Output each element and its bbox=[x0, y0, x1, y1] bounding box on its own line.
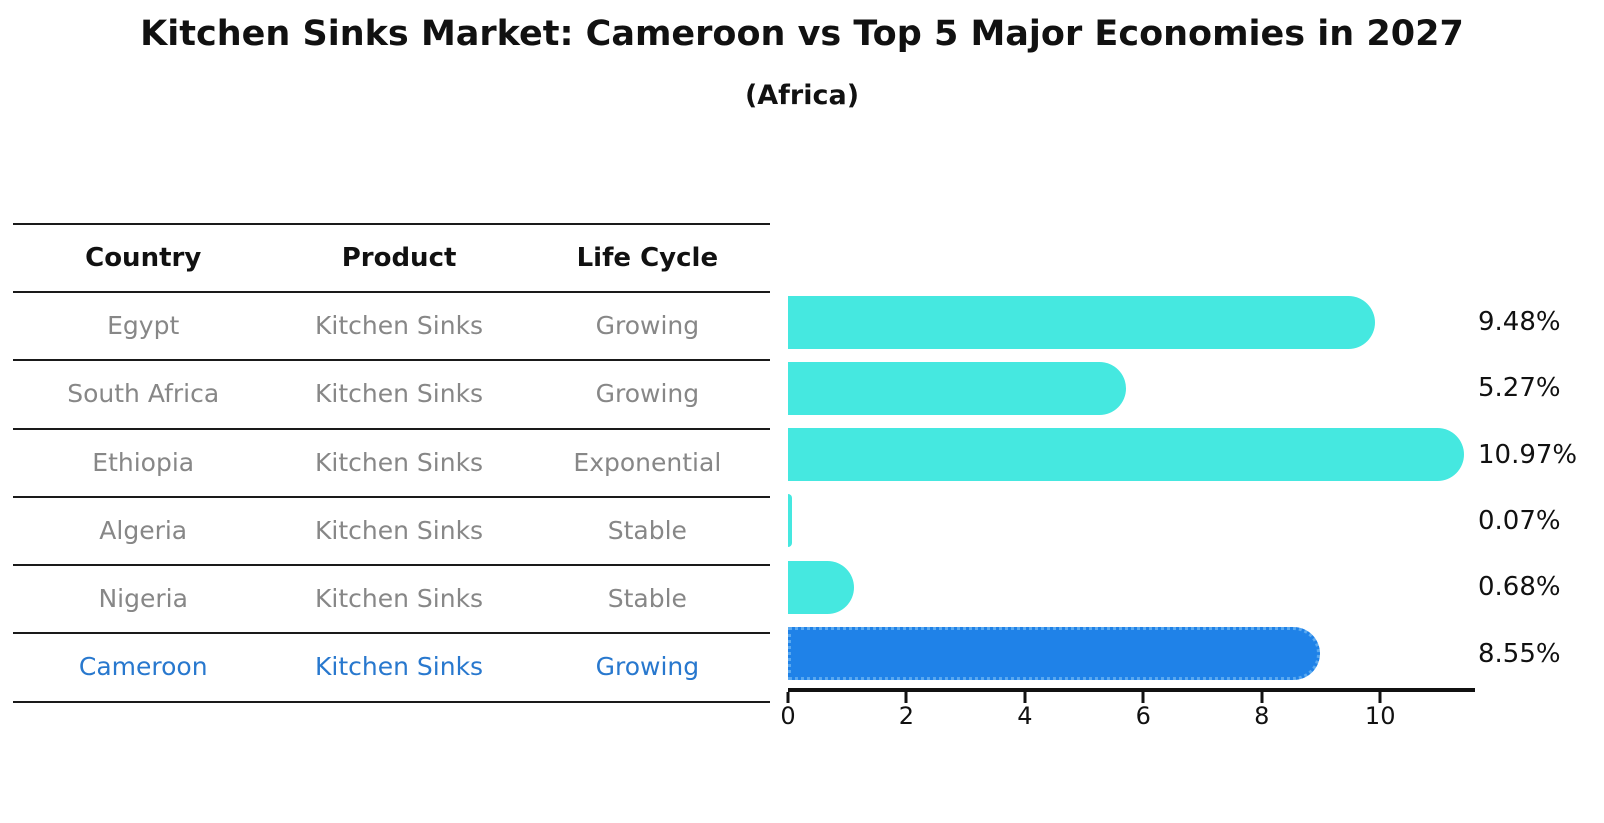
table-cell-product: Kitchen Sinks bbox=[315, 584, 484, 614]
bar-value-label: 5.27% bbox=[1478, 373, 1561, 404]
x-axis-tick-label: 10 bbox=[1364, 702, 1396, 730]
x-axis-tick bbox=[1260, 691, 1264, 703]
table-row: Ethiopia Kitchen Sinks Exponential bbox=[13, 430, 770, 498]
column-header-life-cycle: Life Cycle bbox=[576, 243, 719, 273]
x-axis-tick bbox=[1378, 691, 1382, 703]
bar-egypt bbox=[788, 295, 1376, 349]
table-header-row: Country Product Life Cycle bbox=[13, 225, 770, 293]
column-header-country: Country bbox=[85, 243, 202, 273]
bar-ethiopia bbox=[788, 428, 1464, 482]
table-cell-life-cycle: Exponential bbox=[573, 447, 722, 477]
table-row: Egypt Kitchen Sinks Growing bbox=[13, 293, 770, 362]
table-cell-life-cycle: Growing bbox=[595, 652, 700, 682]
table-cell-life-cycle: Growing bbox=[595, 379, 700, 409]
table-cell-product: Kitchen Sinks bbox=[315, 652, 484, 682]
table-cell-product: Kitchen Sinks bbox=[315, 311, 484, 340]
x-axis-tick-label: 0 bbox=[780, 702, 796, 730]
table-cell-country: South Africa bbox=[67, 379, 220, 409]
table-row: Nigeria Kitchen Sinks Stable bbox=[13, 566, 770, 635]
table-body: Egypt Kitchen Sinks Growing South Africa Kit… bbox=[13, 293, 770, 703]
x-axis-tick-label: 8 bbox=[1254, 702, 1270, 730]
table-cell-life-cycle: Growing bbox=[595, 311, 700, 340]
x-axis-tick-label: 4 bbox=[1017, 702, 1033, 730]
x-axis-tick bbox=[1023, 691, 1027, 703]
bar-value-label: 0.68% bbox=[1478, 572, 1561, 603]
x-axis-tick-label: 6 bbox=[1135, 702, 1151, 730]
chart-subtitle: (Africa) bbox=[744, 80, 860, 111]
table-cell-country: Algeria bbox=[99, 515, 188, 545]
bar-algeria bbox=[788, 494, 793, 548]
table-cell-life-cycle: Stable bbox=[607, 584, 687, 614]
x-axis-tick-label: 2 bbox=[898, 702, 915, 730]
x-axis-tick bbox=[904, 691, 908, 703]
bar-cameroon bbox=[788, 627, 1321, 680]
column-header-product: Product bbox=[341, 243, 457, 273]
bar-south-africa bbox=[788, 361, 1127, 415]
table-row: South Africa Kitchen Sinks Growing bbox=[13, 361, 770, 430]
x-axis-line bbox=[788, 688, 1475, 692]
table-cell-country: Ethiopia bbox=[92, 447, 195, 477]
table-cell-life-cycle: Stable bbox=[607, 515, 687, 545]
comparison-table: Country Product Life Cycle Egypt Kitchen … bbox=[13, 223, 770, 703]
bar-value-label: 10.97% bbox=[1478, 439, 1578, 470]
x-axis-tick bbox=[1141, 691, 1145, 703]
bar-nigeria bbox=[788, 560, 855, 614]
bar-value-label: 8.55% bbox=[1478, 638, 1561, 669]
table-cell-product: Kitchen Sinks bbox=[315, 515, 484, 545]
table-cell-product: Kitchen Sinks bbox=[315, 447, 484, 477]
x-axis-tick bbox=[786, 691, 790, 703]
chart-title: Kitchen Sinks Market: Cameroon vs Top 5 … bbox=[140, 14, 1464, 54]
table-cell-country: Nigeria bbox=[98, 584, 188, 614]
table-row: Algeria Kitchen Sinks Stable bbox=[13, 498, 770, 567]
bar-value-label: 0.07% bbox=[1478, 505, 1561, 536]
table-row: Cameroon Kitchen Sinks Growing bbox=[13, 634, 770, 703]
bar-value-label: 9.48% bbox=[1478, 307, 1561, 337]
table-cell-country: Egypt bbox=[107, 311, 180, 340]
table-cell-country: Cameroon bbox=[78, 652, 208, 682]
table-cell-product: Kitchen Sinks bbox=[315, 379, 484, 409]
